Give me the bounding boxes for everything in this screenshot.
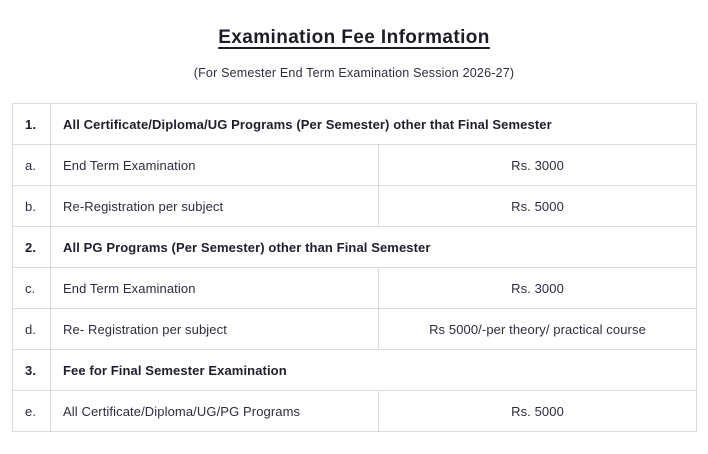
section-row: 1. All Certificate/Diploma/UG Programs (P… — [12, 103, 697, 145]
row-index: e. — [12, 390, 51, 432]
row-index: b. — [12, 185, 51, 227]
section-label: Fee for Final Semester Examination — [50, 349, 697, 391]
fee-item-label: End Term Examination — [50, 144, 379, 186]
fee-row: d. Re- Registration per subject Rs 5000/-p… — [12, 308, 697, 350]
page-subtitle: (For Semester End Term Examination Sessi… — [193, 66, 515, 80]
row-index: a. — [12, 144, 51, 186]
fee-amount: Rs. 3000 — [378, 267, 697, 309]
fee-table-container: 1. All Certificate/Diploma/UG Programs (P… — [12, 103, 697, 432]
page-title: Examination Fee Information — [218, 27, 490, 48]
fee-item-label: End Term Examination — [50, 267, 379, 309]
row-index: 2. — [12, 226, 51, 268]
fee-amount: Rs. 3000 — [378, 144, 697, 186]
page-header: Examination Fee Information (For Semeste… — [0, 0, 708, 81]
fee-row: e. All Certificate/Diploma/UG/PG Programs… — [12, 390, 697, 432]
section-row: 3. Fee for Final Semester Examination — [12, 349, 697, 391]
fee-row: b. Re-Registration per subject Rs. 5000 — [12, 185, 697, 227]
row-index: 3. — [12, 349, 51, 391]
fee-table-body: 1. All Certificate/Diploma/UG Programs (P… — [12, 103, 697, 432]
fee-item-label: Re-Registration per subject — [50, 185, 379, 227]
fee-item-label: All Certificate/Diploma/UG/PG Programs — [50, 390, 379, 432]
section-row: 2. All PG Programs (Per Semester) other t… — [12, 226, 697, 268]
fee-amount: Rs. 5000 — [378, 185, 697, 227]
fee-table: 1. All Certificate/Diploma/UG Programs (P… — [12, 103, 697, 432]
section-label: All PG Programs (Per Semester) other tha… — [50, 226, 697, 268]
fee-amount: Rs. 5000 — [378, 390, 697, 432]
row-index: c. — [12, 267, 51, 309]
fee-item-label: Re- Registration per subject — [50, 308, 379, 350]
fee-amount: Rs 5000/-per theory/ practical course — [378, 308, 697, 350]
fee-row: a. End Term Examination Rs. 3000 — [12, 144, 697, 186]
section-label: All Certificate/Diploma/UG Programs (Per… — [50, 103, 697, 145]
row-index: d. — [12, 308, 51, 350]
fee-row: c. End Term Examination Rs. 3000 — [12, 267, 697, 309]
row-index: 1. — [12, 103, 51, 145]
